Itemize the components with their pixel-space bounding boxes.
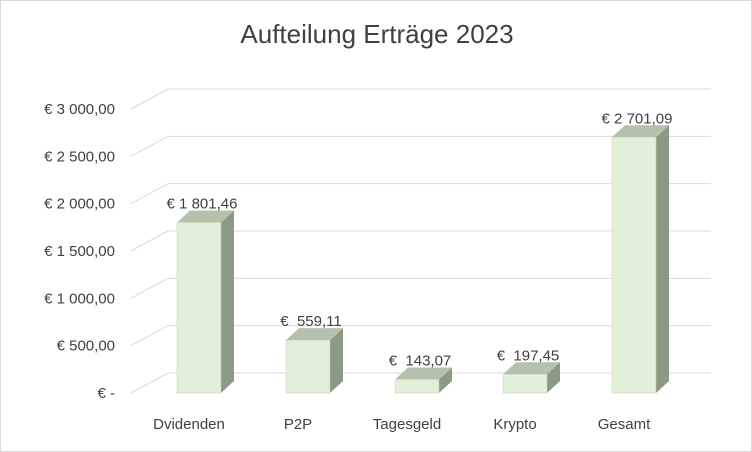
bar-side bbox=[330, 328, 343, 393]
y-tick-label: € 2 000,00 bbox=[44, 196, 115, 213]
chart-title: Aufteilung Erträge 2023 bbox=[240, 19, 514, 49]
bar-side bbox=[439, 367, 452, 393]
x-tick-label: P2P bbox=[284, 416, 312, 433]
bar bbox=[611, 137, 657, 394]
bar bbox=[176, 222, 222, 394]
gridline-diagonal bbox=[130, 135, 169, 157]
y-tick-label: € 3 000,00 bbox=[44, 101, 115, 118]
x-tick-label: Krypto bbox=[493, 416, 536, 433]
gridline-diagonal bbox=[130, 277, 169, 299]
bar-top bbox=[395, 367, 452, 380]
bar-side bbox=[221, 210, 234, 393]
bar bbox=[394, 379, 440, 394]
bar-top bbox=[612, 125, 669, 138]
gridline-diagonal bbox=[130, 183, 169, 205]
gridline-diagonal bbox=[130, 325, 169, 347]
data-label: € 1 801,46 bbox=[167, 195, 238, 212]
bar bbox=[502, 374, 548, 394]
y-tick-label: € 2 500,00 bbox=[44, 148, 115, 165]
data-label: € 197,45 bbox=[497, 347, 560, 364]
y-tick-label: € 1 500,00 bbox=[44, 243, 115, 260]
bar-side bbox=[656, 125, 669, 393]
bar-side bbox=[547, 362, 560, 393]
data-label: € 2 701,09 bbox=[602, 110, 673, 127]
bar bbox=[285, 339, 331, 394]
x-tick-label: Tagesgeld bbox=[373, 416, 441, 433]
gridline-diagonal bbox=[130, 88, 169, 110]
x-tick-label: Dvidenden bbox=[153, 416, 225, 433]
bar-top bbox=[286, 328, 343, 341]
data-label: € 559,11 bbox=[280, 313, 341, 330]
gridline-diagonal bbox=[130, 372, 169, 394]
bar-top bbox=[503, 362, 560, 375]
y-tick-label: € 500,00 bbox=[57, 338, 115, 355]
gridline-diagonal bbox=[130, 230, 169, 252]
data-label: € 143,07 bbox=[389, 352, 452, 369]
y-tick-label: € 1 000,00 bbox=[44, 290, 115, 307]
bar-top bbox=[177, 210, 234, 223]
x-tick-label: Gesamt bbox=[598, 416, 651, 433]
y-tick-label: € - bbox=[97, 385, 115, 402]
